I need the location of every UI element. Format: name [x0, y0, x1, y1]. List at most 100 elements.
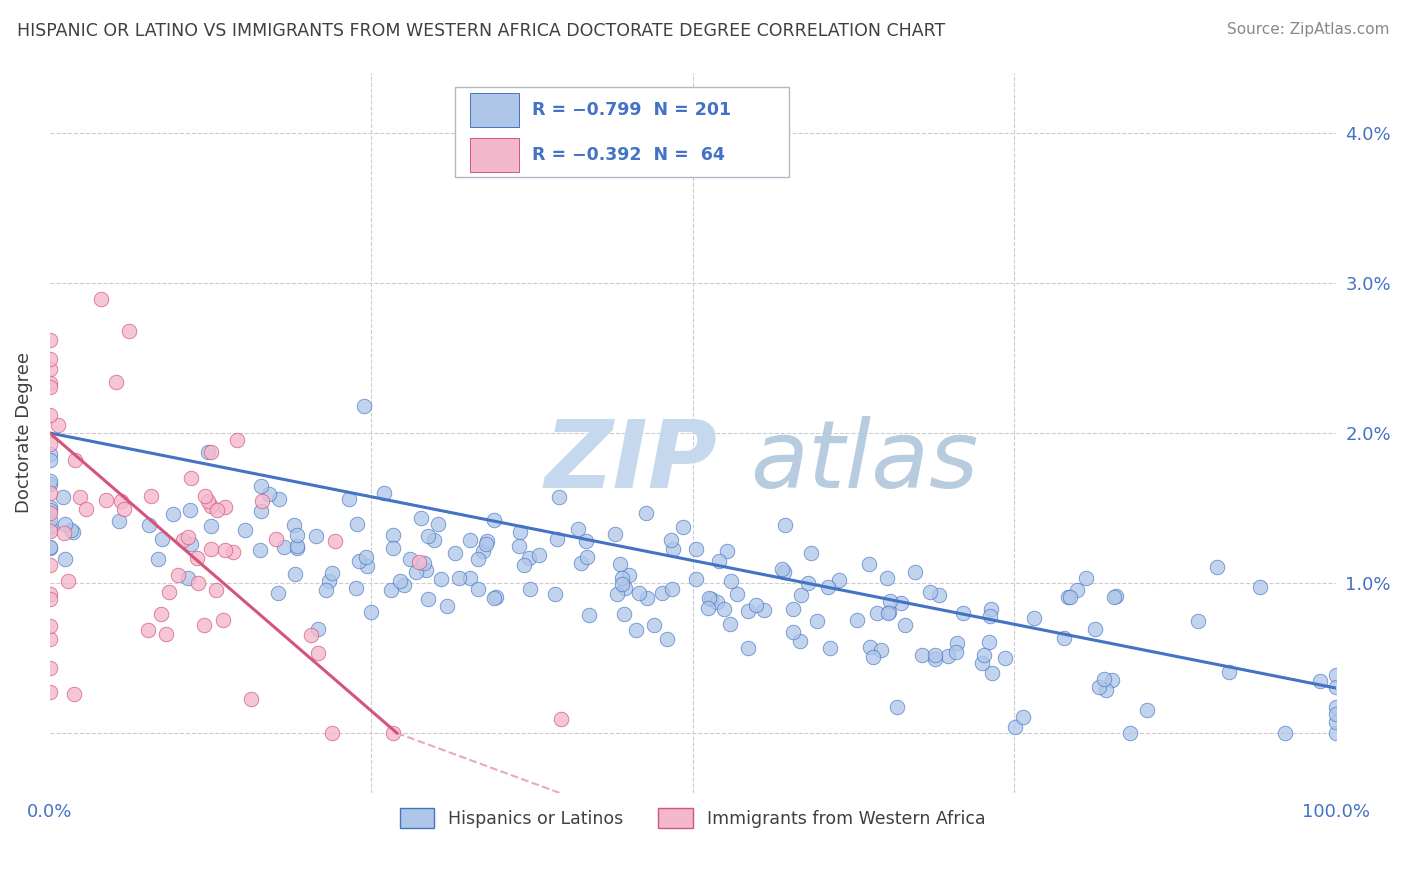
Point	[685, 542, 707, 557]
Point	[894, 617, 917, 632]
Point	[879, 593, 901, 607]
Point	[264, 532, 287, 546]
Point	[817, 580, 839, 594]
Point	[904, 566, 927, 580]
Point	[214, 543, 236, 558]
Point	[138, 517, 160, 532]
Point	[1088, 681, 1111, 695]
Point	[382, 541, 405, 556]
Point	[38, 502, 60, 516]
Point	[543, 587, 565, 601]
Point	[979, 609, 1001, 624]
Point	[38, 520, 60, 534]
Point	[318, 574, 340, 588]
Point	[606, 587, 628, 601]
Point	[859, 640, 882, 654]
Point	[416, 529, 439, 543]
Point	[408, 556, 430, 570]
Point	[284, 566, 307, 581]
Point	[509, 524, 531, 539]
Point	[575, 549, 598, 564]
Point	[46, 417, 69, 432]
Point	[609, 558, 631, 572]
Point	[877, 605, 900, 619]
Point	[475, 537, 498, 551]
Point	[388, 574, 411, 588]
Point	[53, 516, 76, 531]
Point	[62, 525, 84, 540]
Point	[981, 665, 1004, 680]
Point	[482, 591, 505, 606]
Point	[273, 540, 295, 554]
Point	[157, 584, 180, 599]
Point	[720, 574, 742, 589]
Legend: Hispanics or Latinos, Immigrants from Western Africa: Hispanics or Latinos, Immigrants from We…	[392, 801, 993, 835]
Point	[936, 648, 959, 663]
Point	[38, 333, 60, 347]
Point	[713, 602, 735, 616]
Point	[1136, 703, 1159, 717]
Point	[249, 479, 271, 493]
Point	[1074, 571, 1097, 585]
Point	[394, 578, 416, 592]
Point	[1084, 622, 1107, 636]
Point	[413, 556, 436, 570]
Point	[846, 613, 869, 627]
Point	[718, 616, 741, 631]
Point	[266, 586, 288, 600]
Point	[323, 534, 346, 549]
Point	[214, 500, 236, 514]
Point	[519, 551, 541, 566]
Point	[249, 542, 271, 557]
Point	[655, 632, 678, 646]
Point	[1324, 714, 1347, 729]
Point	[1187, 614, 1209, 628]
Point	[38, 380, 60, 394]
Point	[38, 513, 60, 527]
Point	[1092, 672, 1115, 686]
Point	[307, 646, 329, 660]
Point	[172, 533, 194, 547]
Point	[946, 635, 969, 649]
Point	[797, 575, 820, 590]
Point	[337, 491, 360, 506]
Text: HISPANIC OR LATINO VS IMMIGRANTS FROM WESTERN AFRICA DOCTORATE DEGREE CORRELATIO: HISPANIC OR LATINO VS IMMIGRANTS FROM WE…	[17, 22, 945, 40]
Point	[430, 572, 453, 586]
Point	[443, 546, 465, 560]
Point	[304, 529, 326, 543]
Point	[38, 685, 60, 699]
Point	[575, 533, 598, 548]
Point	[63, 687, 86, 701]
Point	[890, 596, 912, 610]
Point	[617, 568, 640, 582]
Point	[945, 645, 967, 659]
Point	[970, 656, 993, 670]
Point	[928, 588, 950, 602]
Point	[508, 539, 530, 553]
Point	[207, 503, 229, 517]
Point	[977, 634, 1000, 648]
Point	[52, 491, 75, 505]
Point	[155, 627, 177, 641]
Point	[770, 562, 793, 576]
Point	[818, 641, 841, 656]
Point	[200, 444, 222, 458]
Point	[636, 506, 658, 520]
Point	[870, 643, 893, 657]
Point	[197, 493, 219, 508]
Point	[467, 552, 489, 566]
Point	[38, 486, 60, 500]
Point	[696, 600, 718, 615]
Point	[380, 582, 402, 597]
Point	[513, 558, 536, 573]
Point	[782, 602, 804, 616]
Point	[180, 537, 202, 551]
Point	[1274, 726, 1296, 740]
Point	[38, 661, 60, 675]
Point	[38, 474, 60, 488]
Point	[346, 516, 368, 531]
Point	[1024, 611, 1046, 625]
Point	[250, 494, 273, 508]
Point	[1324, 726, 1347, 740]
Point	[285, 528, 308, 542]
